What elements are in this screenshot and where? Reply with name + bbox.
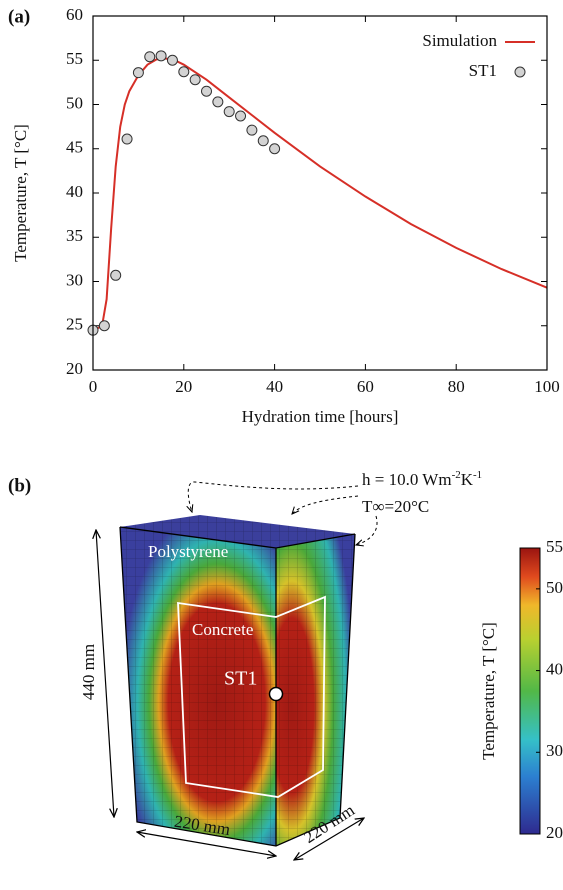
flux-arrow [356, 515, 378, 545]
y-tick-label: 30 [66, 270, 83, 289]
y-tick-label: 45 [66, 138, 83, 157]
point [121, 133, 133, 145]
y-tick-label: 40 [66, 182, 83, 201]
dimension-line [294, 818, 364, 860]
y-tick-label: 35 [66, 226, 83, 245]
ambient-label: T∞=20°C [362, 497, 429, 516]
x-tick-label: 40 [266, 377, 283, 396]
colorbar-ticks: 20 30 40 50 55 [536, 537, 563, 842]
colorbar-title: Temperature, T [°C] [479, 622, 498, 760]
chart-a: 0 20 40 60 80 100 20 25 30 35 40 45 50 55 60 Simulation… [66, 5, 560, 396]
point [269, 143, 281, 155]
mesh [120, 527, 276, 846]
dimension-line [96, 530, 114, 817]
h-exp: -2 [452, 469, 461, 481]
y-tick-label: 50 [66, 93, 83, 112]
sensor-label: ST1 [224, 668, 257, 690]
colorbar-tick-label: 55 [546, 537, 563, 556]
x-axis-title: Hydration time [hours] [242, 407, 399, 426]
material-label: Polystyrene [148, 542, 228, 561]
point [110, 269, 122, 281]
dimension-label: 440 mm [79, 644, 98, 700]
point [178, 66, 190, 78]
sensor-point [268, 686, 284, 702]
legend-swatch [514, 66, 526, 78]
colorbar-tick-label: 30 [546, 741, 563, 760]
heat-transfer-label: h = 10.0 Wm-2K-1 [362, 469, 482, 489]
colorbar [519, 547, 541, 835]
specimen [119, 515, 356, 847]
flux-arrow [188, 481, 359, 512]
dimension-line [137, 832, 276, 856]
h-exp: -1 [473, 469, 482, 481]
point [189, 74, 201, 86]
mesh [276, 534, 355, 846]
point [257, 135, 269, 147]
y-tick-label: 25 [66, 315, 83, 334]
line [92, 57, 548, 332]
flux-arrow [292, 495, 359, 514]
h-text: K [461, 470, 474, 489]
y-tick-label: 55 [66, 49, 83, 68]
point [235, 110, 247, 122]
plot-frame [92, 15, 548, 371]
point [144, 51, 156, 63]
point [132, 67, 144, 79]
legend-label: ST1 [469, 61, 497, 80]
point [166, 54, 178, 66]
point [212, 96, 224, 108]
mesh [120, 515, 355, 548]
colorbar-tick-label: 50 [546, 578, 563, 597]
panel-label: (a) [8, 6, 30, 27]
x-tick-label: 80 [448, 377, 465, 396]
x-tick-label: 0 [89, 377, 98, 396]
point [98, 320, 110, 332]
point [246, 124, 258, 136]
colorbar-tick-label: 40 [546, 659, 563, 678]
material-label: Concrete [192, 620, 253, 639]
x-tick-label: 20 [175, 377, 192, 396]
x-tick-label: 60 [357, 377, 374, 396]
colorbar-tick-label: 20 [546, 823, 563, 842]
y-tick-label: 60 [66, 5, 83, 24]
point [201, 85, 212, 97]
h-text: h = 10.0 Wm [362, 470, 452, 489]
concrete-outline [177, 595, 326, 798]
x-tick-label: 100 [534, 377, 560, 396]
y-axis-title: Temperature, T [°C] [11, 124, 30, 262]
point [223, 106, 235, 118]
point [155, 50, 167, 62]
y-tick-label: 20 [66, 359, 83, 378]
panel-label: (b) [8, 475, 31, 496]
legend-label: Simulation [422, 31, 497, 50]
